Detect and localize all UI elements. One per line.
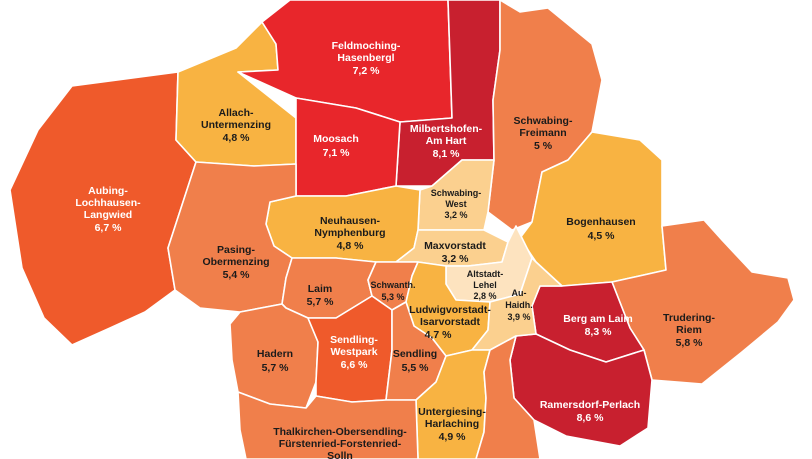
district-name: Harlaching: [425, 418, 479, 430]
district-name: Nymphenburg: [314, 227, 385, 239]
district-name: Solln: [327, 450, 353, 459]
district-value: 6,7 %: [95, 222, 123, 234]
district-name: Thalkirchen-Obersendling-: [273, 426, 407, 438]
district-value: 3,2 %: [442, 253, 470, 265]
label-schwabing-west: Schwabing- West 3,2 %: [431, 188, 482, 220]
district-value: 2,8 %: [473, 291, 496, 301]
label-milbertshofen: Milbertshofen- Am Hart 8,1 %: [410, 123, 483, 160]
district-name: Feldmoching-: [332, 40, 401, 52]
district-value: 4,5 %: [588, 230, 616, 242]
district-name: Pasing-: [217, 244, 255, 256]
district-name: Neuhausen-: [320, 215, 381, 227]
label-laim: Laim 5,7 %: [307, 283, 335, 308]
label-hadern: Hadern 5,7 %: [257, 348, 293, 374]
district-name: Am Hart: [426, 135, 467, 147]
district-name: Isarvorstadt: [420, 316, 481, 328]
district-name: Fürstenried-Forstenried-: [279, 438, 402, 450]
district-name: Schwanth.: [370, 280, 415, 290]
label-thalkirchen: Thalkirchen-Obersendling- Fürstenried-Fo…: [273, 426, 407, 459]
district-value: 5,3 %: [381, 292, 404, 302]
label-feldmoching: Feldmoching- Hasenbergl 7,2 %: [332, 40, 401, 77]
region-thalkirchen[interactable]: [237, 391, 419, 459]
district-value: 5,4 %: [223, 269, 251, 281]
district-value: 8,1 %: [433, 148, 461, 160]
region-allach[interactable]: [175, 21, 297, 167]
label-untergiesing: Untergiesing- Harlaching 4,9 %: [418, 406, 486, 443]
label-aubing: Aubing- Lochhausen- Langwied 6,7 %: [75, 185, 141, 234]
district-name: Maxvorstadt: [424, 240, 486, 252]
district-name: Bogenhausen: [566, 216, 635, 228]
district-name: Sendling-: [330, 334, 378, 346]
district-value: 4,9 %: [439, 431, 467, 443]
district-name: Au-: [512, 288, 527, 298]
label-maxvorstadt: Maxvorstadt 3,2 %: [424, 240, 486, 265]
label-berg-am-laim: Berg am Laim 8,3 %: [563, 313, 632, 338]
district-name: Moosach: [313, 133, 359, 145]
label-schwabing-freimann: Schwabing- Freimann 5 %: [514, 115, 573, 152]
district-value: 7,2 %: [353, 65, 381, 77]
district-name: Untermenzing: [201, 119, 271, 131]
district-name: Laim: [308, 283, 333, 295]
district-name: Altstadt-: [467, 269, 504, 279]
district-value: 6,6 %: [341, 359, 369, 371]
label-au-haidhausen: Au- Haidh. 3,9 %: [505, 288, 533, 322]
district-name: Schwabing-: [514, 115, 573, 127]
label-altstadt: Altstadt- Lehel 2,8 %: [467, 269, 504, 301]
district-name: Lochhausen-: [75, 197, 141, 209]
district-value: 3,9 %: [507, 312, 530, 322]
district-name: Ramersdorf-Perlach: [540, 399, 640, 411]
region-pasing[interactable]: [167, 161, 297, 313]
label-moosach: Moosach 7,1 %: [313, 133, 359, 159]
label-sendling: Sendling 5,5 %: [393, 348, 437, 374]
label-pasing: Pasing- Obermenzing 5,4 %: [202, 244, 269, 281]
label-bogenhausen: Bogenhausen 4,5 %: [566, 216, 635, 242]
district-name: Allach-: [218, 107, 254, 119]
district-value: 5,8 %: [676, 337, 704, 349]
district-value: 8,3 %: [585, 326, 613, 338]
district-value: 5,7 %: [307, 296, 335, 308]
label-neuhausen: Neuhausen- Nymphenburg 4,8 %: [314, 215, 385, 252]
label-ramersdorf: Ramersdorf-Perlach 8,6 %: [540, 399, 640, 424]
district-name: Hasenbergl: [337, 52, 394, 64]
label-trudering: Trudering- Riem 5,8 %: [663, 312, 715, 349]
district-name: Freimann: [519, 127, 566, 139]
district-name: Berg am Laim: [563, 313, 632, 325]
district-name: Westpark: [330, 346, 377, 358]
region-obergiesing[interactable]: [475, 335, 541, 459]
district-value: 4,8 %: [337, 240, 365, 252]
district-name: Obermenzing: [202, 256, 269, 268]
district-name: Riem: [676, 324, 702, 336]
district-name: Trudering-: [663, 312, 715, 324]
district-value: 5,7 %: [262, 362, 290, 374]
label-allach: Allach- Untermenzing 4,8 %: [201, 107, 271, 144]
district-name: Hadern: [257, 348, 293, 360]
district-name: West: [445, 199, 466, 209]
district-value: 4,7 %: [425, 329, 453, 341]
district-name: Aubing-: [88, 185, 128, 197]
label-sendling-westpark: Sendling- Westpark 6,6 %: [330, 334, 378, 371]
district-name: Schwabing-: [431, 188, 482, 198]
label-ludwigvorstadt: Ludwigvorstadt- Isarvorstadt 4,7 %: [409, 304, 491, 341]
district-name: Untergiesing-: [418, 406, 486, 418]
district-value: 3,2 %: [444, 210, 467, 220]
district-name: Langwied: [84, 209, 132, 221]
district-value: 7,1 %: [323, 147, 351, 159]
district-name: Lehel: [473, 280, 497, 290]
label-schwanthalerhoehe: Schwanth. 5,3 %: [370, 280, 415, 302]
district-name: Sendling: [393, 348, 437, 360]
district-name: Haidh.: [505, 300, 533, 310]
region-hadern[interactable]: [229, 303, 319, 409]
district-value: 5 %: [534, 140, 553, 152]
district-value: 5,5 %: [402, 362, 430, 374]
district-name: Milbertshofen-: [410, 123, 483, 135]
district-value: 4,8 %: [223, 132, 251, 144]
district-value: 8,6 %: [577, 412, 605, 424]
district-name: Ludwigvorstadt-: [409, 304, 491, 316]
